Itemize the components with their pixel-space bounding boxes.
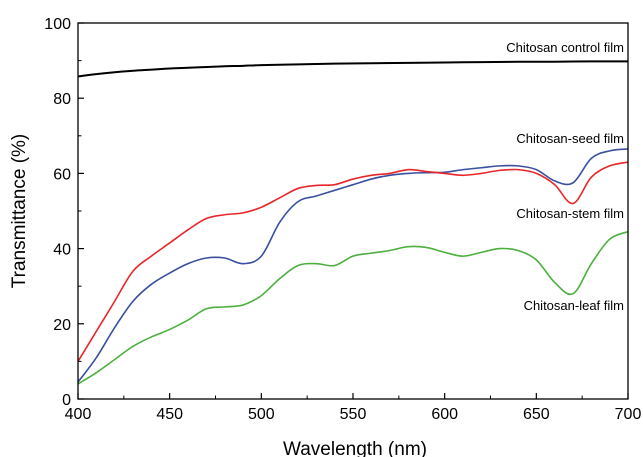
x-tick-label: 550 bbox=[340, 406, 367, 423]
y-tick-label: 20 bbox=[53, 317, 71, 334]
series-label-stem: Chitosan-stem film bbox=[516, 206, 624, 221]
y-tick-label: 40 bbox=[53, 242, 71, 259]
series-label-seed: Chitosan-seed film bbox=[516, 131, 624, 146]
y-tick-label: 0 bbox=[62, 392, 71, 409]
x-tick-label: 450 bbox=[156, 406, 183, 423]
y-tick-label: 80 bbox=[53, 91, 71, 108]
series-label-leaf: Chitosan-leaf film bbox=[524, 298, 624, 313]
ticks-layer: 400 450 500 550 600 650 700 0 20 40 60 80 100 bbox=[44, 16, 641, 423]
series-labels: Chitosan control film Chitosan-seed film… bbox=[506, 40, 624, 313]
x-tick-label: 500 bbox=[248, 406, 275, 423]
x-axis-title: Wavelength (nm) bbox=[283, 439, 427, 457]
x-tick-label: 600 bbox=[431, 406, 458, 423]
series-label-control: Chitosan control film bbox=[506, 40, 624, 55]
y-tick-label: 100 bbox=[44, 16, 71, 33]
x-tick-label: 700 bbox=[615, 406, 642, 423]
y-axis-title: Transmittance (%) bbox=[9, 134, 30, 289]
x-tick-label: 400 bbox=[65, 406, 92, 423]
series-layer bbox=[77, 60, 629, 385]
series-line-stem bbox=[77, 161, 629, 362]
x-tick-label: 650 bbox=[523, 406, 550, 423]
series-line-seed bbox=[77, 148, 629, 383]
y-tick-label: 60 bbox=[53, 166, 71, 183]
series-line-leaf bbox=[77, 230, 629, 385]
series-line-control bbox=[77, 60, 629, 78]
